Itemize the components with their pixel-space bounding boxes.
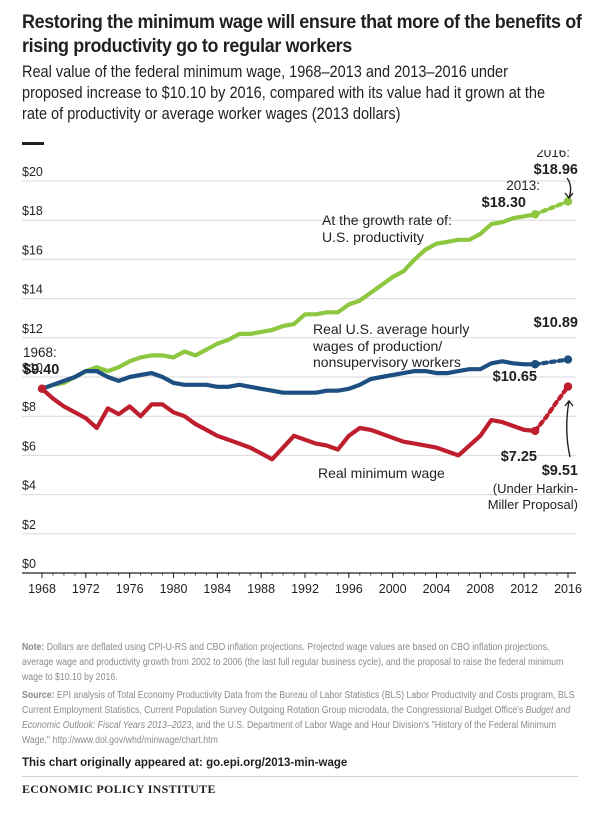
x-tick-label: 1968 bbox=[28, 582, 56, 596]
productivity-series-label-line2: U.S. productivity bbox=[322, 229, 424, 245]
avg_wage-line bbox=[39, 359, 538, 395]
productivity-2016-point bbox=[563, 197, 573, 206]
productivity-2013-year-label: 2013: bbox=[506, 178, 540, 193]
x-tick-label: 1976 bbox=[116, 582, 144, 596]
x-tick-label: 1972 bbox=[72, 582, 100, 596]
annotations: 1968: $9.40 2016: $18.96 2013: $18.30 At… bbox=[23, 150, 578, 512]
appeared-url-link[interactable]: go.epi.org/2013-min-wage bbox=[206, 757, 348, 769]
note-label: Note: bbox=[22, 642, 45, 653]
productivity-2016-value-label: $18.96 bbox=[534, 162, 578, 178]
x-tick-label: 1984 bbox=[203, 582, 231, 596]
chart-subtitle: Real value of the federal minimum wage, … bbox=[22, 63, 546, 123]
min-wage-2016-value-label: $9.51 bbox=[542, 463, 578, 479]
y-tick-label: $16 bbox=[22, 243, 43, 257]
productivity-line bbox=[39, 212, 538, 391]
wage-series-label-line3: nonsupervisory workers bbox=[313, 354, 461, 370]
avg_wage-2016-point bbox=[563, 355, 573, 364]
x-tick-label: 1980 bbox=[160, 582, 188, 596]
chart-note: Note: Dollars are deflated using CPI-U-R… bbox=[22, 640, 581, 685]
x-tick-label: 1992 bbox=[291, 582, 319, 596]
productivity-2013-value-label: $18.30 bbox=[482, 195, 526, 211]
productivity-2013-point bbox=[530, 210, 540, 219]
gridlines bbox=[22, 180, 576, 535]
x-tick-label: 2008 bbox=[466, 582, 494, 596]
y-tick-label: $2 bbox=[22, 518, 36, 532]
productivity-projection-line bbox=[533, 199, 571, 217]
start-year-label: 1968: bbox=[23, 345, 57, 360]
start-value-label: $9.40 bbox=[23, 362, 59, 378]
x-tick-label: 2012 bbox=[510, 582, 538, 596]
title-divider bbox=[22, 142, 44, 145]
productivity-2016-arrow-icon bbox=[564, 177, 574, 200]
min-wage-series-label: Real minimum wage bbox=[318, 465, 445, 481]
min-wage-2016-note-line1: (Under Harkin- bbox=[493, 481, 578, 496]
x-tick-label: 1988 bbox=[247, 582, 275, 596]
min_wage-2013-point bbox=[530, 426, 540, 436]
source-text-2: , and the U.S. Department of Labor Wage … bbox=[22, 720, 557, 746]
y-tick-label: $0 bbox=[22, 557, 36, 571]
y-tick-label: $20 bbox=[22, 165, 43, 179]
note-text: Dollars are deflated using CPI-U-RS and … bbox=[22, 642, 564, 683]
y-tick-label: $12 bbox=[22, 322, 43, 336]
axes: $0 $2 $4 $6 $8 $10 $12 $14 $16 $18 $20 1968 1972 1976… bbox=[22, 165, 582, 596]
productivity-2016-year-label: 2016: bbox=[536, 150, 570, 160]
wage-2013-value-label: $10.65 bbox=[493, 369, 537, 385]
source-italic-title: Budget and Economic Outlook: Fiscal Year… bbox=[22, 705, 571, 731]
appeared-at-line: This chart originally appeared at: go.ep… bbox=[22, 757, 347, 769]
y-tick-label: $8 bbox=[22, 400, 36, 414]
wage-2016-value-label: $10.89 bbox=[534, 315, 578, 331]
avg_wage-projection-line bbox=[533, 357, 571, 367]
min_wage-projection-line bbox=[533, 384, 571, 433]
y-tick-label: $14 bbox=[22, 283, 43, 297]
x-tick-label: 1996 bbox=[335, 582, 363, 596]
min_wage-line bbox=[39, 386, 538, 462]
avg_wage-2013-point bbox=[530, 360, 540, 369]
start-point bbox=[37, 384, 47, 393]
min-wage-2013-value-label: $7.25 bbox=[501, 449, 537, 465]
line-chart: $0 $2 $4 $6 $8 $10 $12 $14 $16 $18 $20 1968 1972 1976… bbox=[22, 150, 582, 596]
source-label: Source: bbox=[22, 690, 55, 701]
x-tick-label: 2004 bbox=[423, 582, 451, 596]
wage-series-label-line2: wages of production/ bbox=[312, 338, 442, 354]
min-wage-2016-note-line2: Miller Proposal) bbox=[488, 497, 578, 512]
y-tick-label: $10 bbox=[22, 361, 43, 375]
series-lines bbox=[37, 197, 573, 462]
productivity-series-label-line1: At the growth rate of: bbox=[322, 212, 452, 228]
min-wage-2016-arrow-icon bbox=[564, 399, 574, 458]
x-tick-label: 2016 bbox=[554, 582, 582, 596]
source-text-1: EPI analysis of Total Economy Productivi… bbox=[22, 690, 575, 716]
y-tick-label: $4 bbox=[22, 479, 36, 493]
y-tick-label: $6 bbox=[22, 439, 36, 453]
chart-title: Restoring the minimum wage will ensure t… bbox=[22, 11, 582, 57]
wage-series-label-line1: Real U.S. average hourly bbox=[313, 321, 469, 337]
chart-source: Source: EPI analysis of Total Economy Pr… bbox=[22, 688, 581, 748]
y-tick-label: $18 bbox=[22, 204, 43, 218]
appeared-label: This chart originally appeared at: bbox=[22, 757, 203, 769]
x-tick-label: 2000 bbox=[379, 582, 407, 596]
organization-name: ECONOMIC POLICY INSTITUTE bbox=[22, 782, 216, 796]
min_wage-2016-point bbox=[563, 382, 573, 391]
footer-divider bbox=[22, 776, 578, 777]
